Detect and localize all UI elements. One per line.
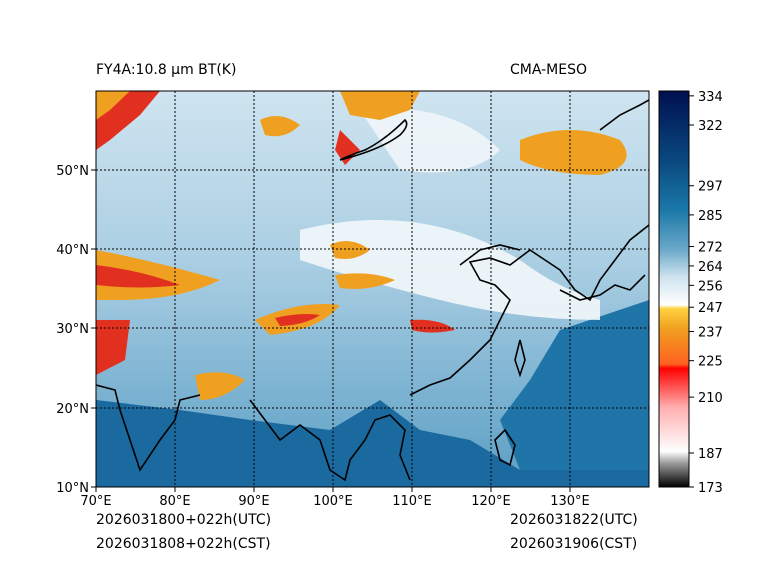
cloud-west (96, 250, 220, 300)
lon-label: 100°E (313, 494, 353, 509)
map-plot-area (96, 91, 649, 487)
cloud-30n-red (410, 319, 455, 333)
lat-label: 20°N (56, 402, 89, 417)
colorbar-tick-label: 210 (698, 391, 723, 406)
colorbar-tick-label: 225 (698, 355, 723, 370)
axis-ticks (91, 169, 571, 492)
cloud-north (360, 108, 500, 173)
valid-time-utc: 2026031822(UTC) (510, 512, 638, 528)
lon-labels: 70°E 80°E 90°E 100°E 110°E 120°E 130°E (80, 494, 589, 509)
lat-label: 40°N (56, 243, 89, 258)
cloud-tibet-red (275, 314, 320, 326)
colorbar-tick-label: 247 (698, 301, 723, 316)
cloud-sw (96, 320, 130, 375)
lat-label: 50°N (56, 164, 89, 179)
init-time-cst: 2026031808+022h(CST) (96, 536, 271, 552)
cloud-core-nw (96, 91, 130, 120)
colorbar-tick-label: 237 (698, 326, 723, 341)
coastlines (96, 99, 649, 482)
colorbar-tick-label: 334 (698, 90, 723, 105)
colorbar-tick-label: 187 (698, 447, 723, 462)
cloud-ne (520, 130, 627, 175)
cloud-band (300, 220, 600, 320)
colorbar-tick-label: 264 (698, 260, 723, 275)
lon-label: 120°E (471, 494, 511, 509)
lon-label: 90°E (238, 494, 269, 509)
colorbar-ticks: 334 322 297 285 272 264 256 247 237 225 210 187 173 (689, 90, 723, 496)
init-time-utc: 2026031800+022h(UTC) (96, 512, 272, 528)
colorbar-tick-label: 297 (698, 180, 723, 195)
lon-label: 110°E (392, 494, 432, 509)
cloud-mongolia (260, 116, 300, 137)
cloud-38n (335, 273, 395, 289)
cloud-north-orange (340, 91, 420, 120)
colorbar-tick-label: 256 (698, 279, 723, 294)
graticule (96, 91, 649, 487)
colorbar (658, 90, 690, 488)
lon-label: 70°E (80, 494, 111, 509)
lon-label: 80°E (159, 494, 190, 509)
chart-title: FY4A:10.8 μm BT(K) (96, 62, 237, 78)
colorbar-tick-label: 322 (698, 119, 723, 134)
map-frame (95, 90, 650, 488)
cloud-india (195, 372, 245, 400)
lat-label: 30°N (56, 322, 89, 337)
colorbar-tick-label: 285 (698, 209, 723, 224)
colorbar-tick-label: 173 (698, 481, 723, 496)
lat-label: 10°N (56, 481, 89, 496)
lon-label: 130°E (550, 494, 590, 509)
lat-labels: 10°N 20°N 30°N 40°N 50°N (56, 164, 89, 496)
colorbar-tick-label: 272 (698, 240, 723, 255)
cloud-west-red (96, 265, 180, 288)
ocean-east (500, 300, 649, 470)
cloud-40n (330, 241, 370, 259)
valid-time-cst: 2026031906(CST) (510, 536, 638, 552)
model-name: CMA-MESO (510, 62, 588, 78)
